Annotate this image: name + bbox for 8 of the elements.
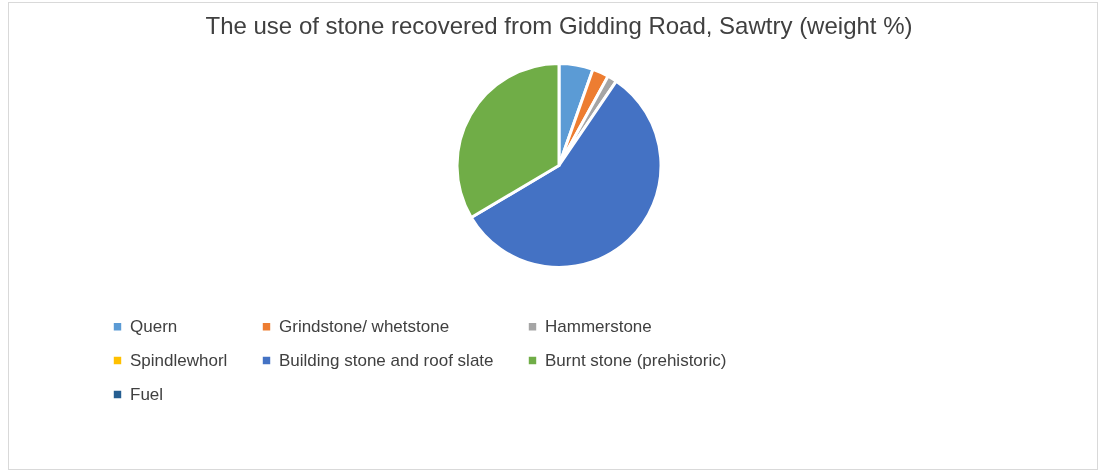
legend-label: Quern bbox=[130, 316, 178, 336]
legend-label: Grindstone/ whetstone bbox=[279, 316, 450, 336]
chart-title: The use of stone recovered from Gidding Road, Sawtry (weight %) bbox=[205, 12, 913, 39]
legend-label: Spindlewhorl bbox=[130, 350, 228, 370]
legend-label: Burnt stone (prehistoric) bbox=[545, 350, 727, 370]
legend-label: Building stone and roof slate bbox=[279, 350, 494, 370]
legend-label: Hammerstone bbox=[545, 316, 652, 336]
legend-label: Fuel bbox=[130, 384, 164, 404]
